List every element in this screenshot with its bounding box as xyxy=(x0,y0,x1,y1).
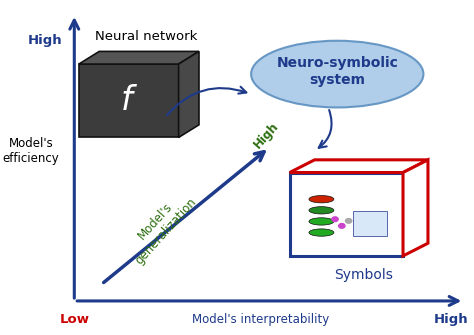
Text: High: High xyxy=(251,119,281,151)
Text: Model's
efficiency: Model's efficiency xyxy=(3,137,60,165)
Text: Model's
generalization: Model's generalization xyxy=(122,185,199,267)
Ellipse shape xyxy=(309,207,334,214)
Circle shape xyxy=(346,218,352,223)
Text: Model's interpretability: Model's interpretability xyxy=(191,313,329,326)
Polygon shape xyxy=(290,173,403,256)
FancyArrowPatch shape xyxy=(167,87,246,115)
Polygon shape xyxy=(290,160,428,173)
Ellipse shape xyxy=(309,196,334,203)
FancyArrowPatch shape xyxy=(319,110,332,148)
Ellipse shape xyxy=(309,218,334,225)
Circle shape xyxy=(338,223,345,228)
Ellipse shape xyxy=(309,229,334,236)
Text: Neuro-symbolic
system: Neuro-symbolic system xyxy=(276,56,398,86)
Circle shape xyxy=(332,217,338,221)
Text: High: High xyxy=(433,313,468,326)
Text: Low: Low xyxy=(59,313,89,326)
Polygon shape xyxy=(179,51,199,137)
Text: Neural network: Neural network xyxy=(94,30,197,43)
Text: Symbols: Symbols xyxy=(334,268,393,282)
Text: $\mathit{f}$: $\mathit{f}$ xyxy=(120,84,137,117)
Text: High: High xyxy=(27,34,62,47)
Bar xyxy=(353,211,387,236)
Polygon shape xyxy=(79,51,199,64)
Ellipse shape xyxy=(251,41,423,108)
Polygon shape xyxy=(403,160,428,256)
Polygon shape xyxy=(79,64,179,137)
